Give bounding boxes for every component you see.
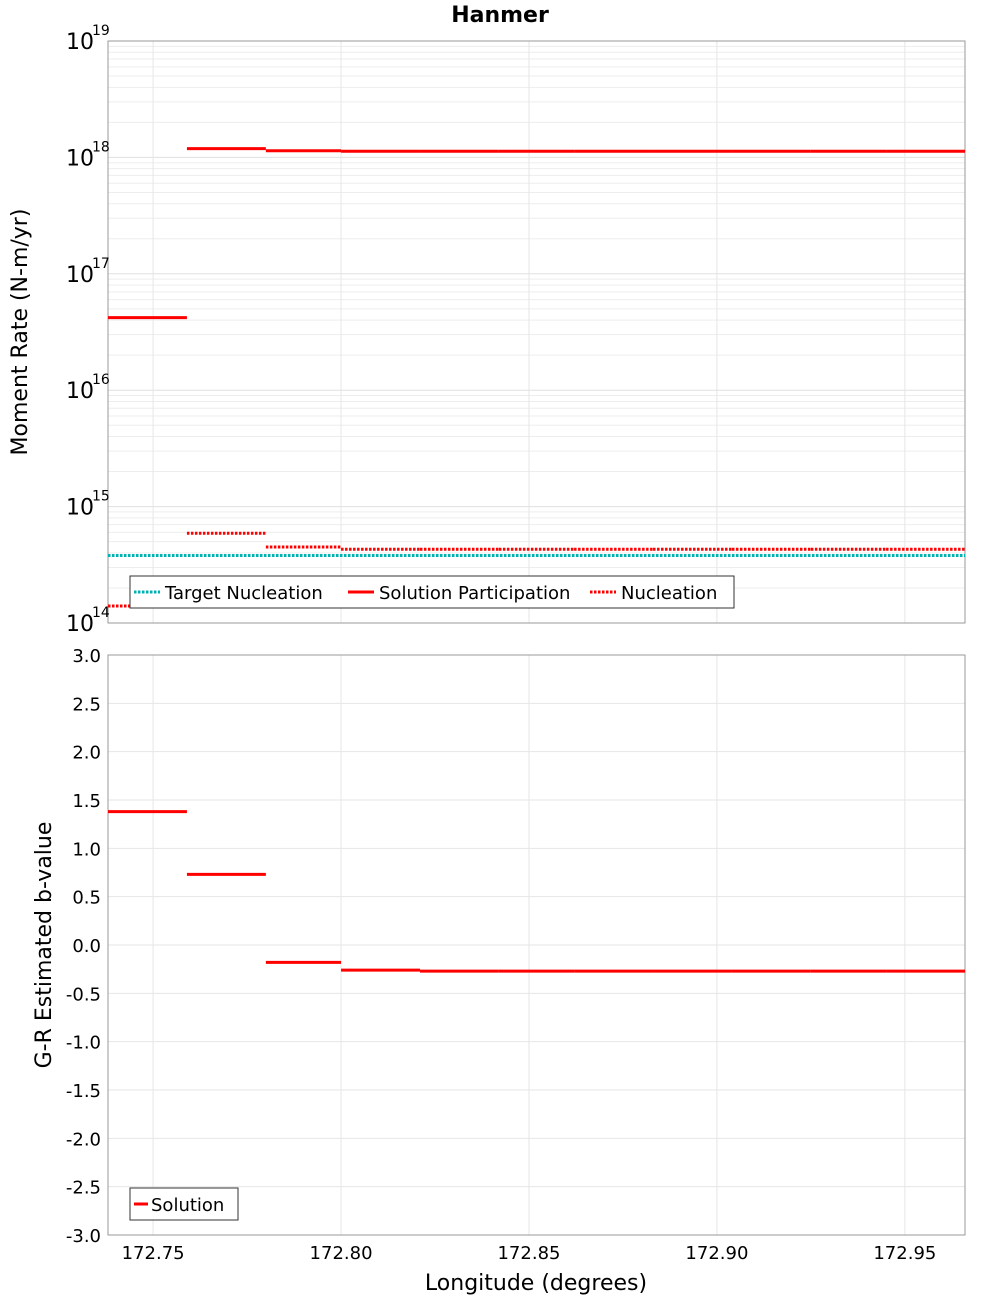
b-value-y-ticks: 3.0 2.5 2.0 1.5 1.0 0.5 0.0 -0.5 -1.0 -1.5 -2.0 -2.… <box>66 646 101 1247</box>
b-value-y-tick-label: -2.0 <box>66 1129 101 1150</box>
moment-rate-y-tick-exponent: 16 <box>92 372 110 388</box>
b-value-series <box>108 810 965 973</box>
b-value-y-tick-label: -0.5 <box>66 984 101 1005</box>
b-value-legend-label: Solution <box>151 1195 224 1216</box>
moment-rate-y-axis-label: Moment Rate (N-m/yr) <box>8 209 33 456</box>
moment-rate-y-tick-exponent: 15 <box>92 489 110 505</box>
b-value-plot-frame <box>107 654 966 1236</box>
moment-rate-plot-frame <box>107 40 966 624</box>
moment-rate-y-tick-exponent: 19 <box>92 23 110 39</box>
longitude-x-tick-label: 172.75 <box>122 1243 185 1264</box>
b-value-y-tick-label: 3.0 <box>72 646 101 667</box>
b-value-y-tick-label: -3.0 <box>66 1226 101 1247</box>
moment-rate-y-tick-exponent: 17 <box>92 256 110 272</box>
b-value-y-tick-label: -1.5 <box>66 1081 101 1102</box>
moment-rate-legend-label: Solution Participation <box>379 583 570 604</box>
chart-title: Hanmer <box>451 3 549 28</box>
x-axis-label: Longitude (degrees) <box>425 1271 647 1296</box>
b-value-grid <box>108 654 965 1236</box>
moment-rate-y-tick-label: 10 <box>66 263 94 288</box>
b-value-y-tick-label: 1.5 <box>72 791 101 812</box>
moment-rate-y-tick-label: 10 <box>66 496 94 521</box>
b-value-legend: Solution <box>129 1187 239 1221</box>
b-value-y-tick-label: 0.0 <box>72 936 101 957</box>
moment-rate-series <box>108 147 965 608</box>
moment-rate-y-tick-exponent: 18 <box>92 139 110 155</box>
b-value-y-tick-label: 2.0 <box>72 743 101 764</box>
moment-rate-legend-box <box>129 575 735 609</box>
moment-rate-y-tick-label: 10 <box>66 146 94 171</box>
moment-rate-grid <box>108 41 965 624</box>
b-value-y-tick-label: -1.0 <box>66 1033 101 1054</box>
b-value-panel: 3.0 2.5 2.0 1.5 1.0 0.5 0.0 -0.5 -1.0 -1.5 -2.0 -2.… <box>32 646 966 1296</box>
moment-rate-legend-label: Target Nucleation <box>164 583 323 604</box>
b-value-y-tick-label: 1.0 <box>72 839 101 860</box>
moment-rate-y-tick-label: 10 <box>66 379 94 404</box>
longitude-x-tick-label: 172.80 <box>310 1243 373 1264</box>
moment-rate-y-tick-label: 10 <box>66 612 94 637</box>
longitude-x-tick-label: 172.95 <box>873 1243 936 1264</box>
moment-rate-legend: Target Nucleation Solution Participation N… <box>129 575 735 609</box>
longitude-x-tick-label: 172.85 <box>497 1243 560 1264</box>
moment-rate-legend-label: Nucleation <box>621 583 717 604</box>
b-value-y-tick-label: 0.5 <box>72 888 101 909</box>
b-value-y-axis-label: G-R Estimated b-value <box>32 822 57 1069</box>
longitude-x-tick-label: 172.90 <box>685 1243 748 1264</box>
moment-rate-y-tick-label: 10 <box>66 30 94 55</box>
b-value-y-tick-label: 2.5 <box>72 694 101 715</box>
moment-rate-y-tick-exponent: 14 <box>92 605 110 621</box>
b-value-y-tick-label: -2.5 <box>66 1178 101 1199</box>
longitude-x-ticks: 172.75 172.80 172.85 172.90 172.95 <box>122 1243 937 1264</box>
